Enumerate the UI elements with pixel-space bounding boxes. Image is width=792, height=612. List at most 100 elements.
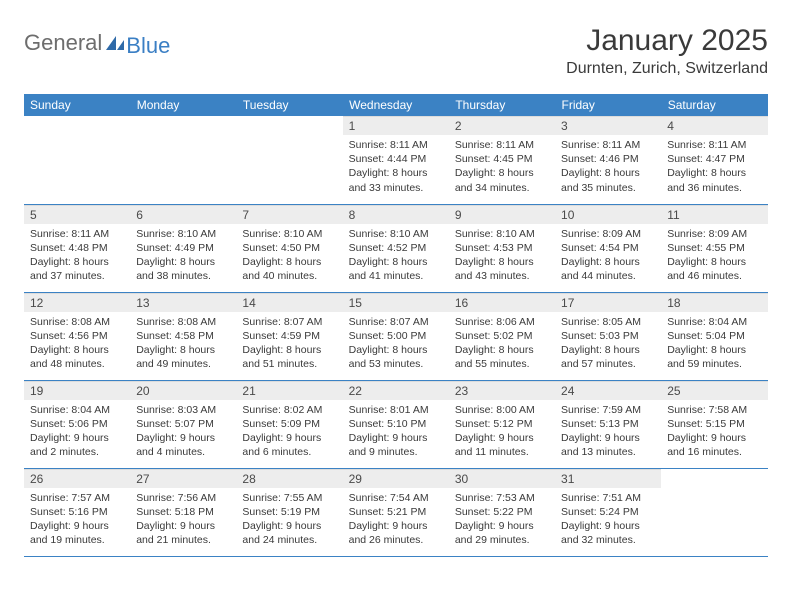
calendar-day-cell: 9Sunrise: 8:10 AMSunset: 4:53 PMDaylight… <box>449 204 555 292</box>
weekday-header: Wednesday <box>343 94 449 116</box>
sunrise-line: Sunrise: 7:57 AM <box>30 491 124 505</box>
daylight-line: Daylight: 8 hours and 53 minutes. <box>349 343 443 371</box>
daylight-line: Daylight: 8 hours and 43 minutes. <box>455 255 549 283</box>
day-number: 11 <box>661 205 767 224</box>
day-details: Sunrise: 8:11 AMSunset: 4:45 PMDaylight:… <box>449 135 555 195</box>
sunset-line: Sunset: 5:18 PM <box>136 505 230 519</box>
weekday-header: Monday <box>130 94 236 116</box>
sunrise-line: Sunrise: 7:54 AM <box>349 491 443 505</box>
day-number: 12 <box>24 293 130 312</box>
daylight-line: Daylight: 8 hours and 38 minutes. <box>136 255 230 283</box>
daylight-line: Daylight: 9 hours and 2 minutes. <box>30 431 124 459</box>
day-details: Sunrise: 7:59 AMSunset: 5:13 PMDaylight:… <box>555 400 661 460</box>
sunset-line: Sunset: 5:07 PM <box>136 417 230 431</box>
calendar-week-row: 19Sunrise: 8:04 AMSunset: 5:06 PMDayligh… <box>24 380 768 468</box>
daylight-line: Daylight: 9 hours and 13 minutes. <box>561 431 655 459</box>
day-details: Sunrise: 8:09 AMSunset: 4:54 PMDaylight:… <box>555 224 661 284</box>
day-details: Sunrise: 7:58 AMSunset: 5:15 PMDaylight:… <box>661 400 767 460</box>
day-number: 29 <box>343 469 449 488</box>
sunset-line: Sunset: 4:59 PM <box>242 329 336 343</box>
day-number: 24 <box>555 381 661 400</box>
location-subtitle: Durnten, Zurich, Switzerland <box>566 60 768 78</box>
page-title: January 2025 <box>566 24 768 58</box>
sunrise-line: Sunrise: 8:07 AM <box>242 315 336 329</box>
sunrise-line: Sunrise: 7:59 AM <box>561 403 655 417</box>
calendar-day-cell: 24Sunrise: 7:59 AMSunset: 5:13 PMDayligh… <box>555 380 661 468</box>
day-details: Sunrise: 7:53 AMSunset: 5:22 PMDaylight:… <box>449 488 555 548</box>
day-number: 25 <box>661 381 767 400</box>
sunrise-line: Sunrise: 7:55 AM <box>242 491 336 505</box>
calendar-day-cell: 20Sunrise: 8:03 AMSunset: 5:07 PMDayligh… <box>130 380 236 468</box>
day-number: 2 <box>449 116 555 135</box>
sunrise-line: Sunrise: 8:00 AM <box>455 403 549 417</box>
calendar-body: ...1Sunrise: 8:11 AMSunset: 4:44 PMDayli… <box>24 116 768 556</box>
calendar-day-cell: 7Sunrise: 8:10 AMSunset: 4:50 PMDaylight… <box>236 204 342 292</box>
day-number: 9 <box>449 205 555 224</box>
sunrise-line: Sunrise: 8:07 AM <box>349 315 443 329</box>
day-details: Sunrise: 8:10 AMSunset: 4:53 PMDaylight:… <box>449 224 555 284</box>
day-details: Sunrise: 8:08 AMSunset: 4:56 PMDaylight:… <box>24 312 130 372</box>
day-number: 14 <box>236 293 342 312</box>
day-details: Sunrise: 8:08 AMSunset: 4:58 PMDaylight:… <box>130 312 236 372</box>
day-number: 28 <box>236 469 342 488</box>
calendar-day-cell: 11Sunrise: 8:09 AMSunset: 4:55 PMDayligh… <box>661 204 767 292</box>
day-details: Sunrise: 8:10 AMSunset: 4:52 PMDaylight:… <box>343 224 449 284</box>
day-details: Sunrise: 8:07 AMSunset: 5:00 PMDaylight:… <box>343 312 449 372</box>
calendar-day-cell: 29Sunrise: 7:54 AMSunset: 5:21 PMDayligh… <box>343 468 449 556</box>
day-details: Sunrise: 8:03 AMSunset: 5:07 PMDaylight:… <box>130 400 236 460</box>
daylight-line: Daylight: 9 hours and 32 minutes. <box>561 519 655 547</box>
day-number: 22 <box>343 381 449 400</box>
daylight-line: Daylight: 9 hours and 11 minutes. <box>455 431 549 459</box>
day-details: Sunrise: 7:54 AMSunset: 5:21 PMDaylight:… <box>343 488 449 548</box>
sunset-line: Sunset: 4:52 PM <box>349 241 443 255</box>
sunset-line: Sunset: 4:47 PM <box>667 152 761 166</box>
sunrise-line: Sunrise: 8:03 AM <box>136 403 230 417</box>
sunrise-line: Sunrise: 8:04 AM <box>667 315 761 329</box>
weekday-header: Tuesday <box>236 94 342 116</box>
sunset-line: Sunset: 4:49 PM <box>136 241 230 255</box>
sunset-line: Sunset: 5:03 PM <box>561 329 655 343</box>
calendar-table: SundayMondayTuesdayWednesdayThursdayFrid… <box>24 94 768 557</box>
sunset-line: Sunset: 5:22 PM <box>455 505 549 519</box>
sunrise-line: Sunrise: 8:11 AM <box>561 138 655 152</box>
sunrise-line: Sunrise: 8:04 AM <box>30 403 124 417</box>
day-number: 6 <box>130 205 236 224</box>
day-number: 23 <box>449 381 555 400</box>
sunset-line: Sunset: 5:02 PM <box>455 329 549 343</box>
day-details: Sunrise: 8:11 AMSunset: 4:47 PMDaylight:… <box>661 135 767 195</box>
day-number: 16 <box>449 293 555 312</box>
sunset-line: Sunset: 4:48 PM <box>30 241 124 255</box>
calendar-day-cell: 22Sunrise: 8:01 AMSunset: 5:10 PMDayligh… <box>343 380 449 468</box>
daylight-line: Daylight: 9 hours and 6 minutes. <box>242 431 336 459</box>
sunset-line: Sunset: 5:09 PM <box>242 417 336 431</box>
sunset-line: Sunset: 5:16 PM <box>30 505 124 519</box>
sunset-line: Sunset: 4:46 PM <box>561 152 655 166</box>
sunrise-line: Sunrise: 7:53 AM <box>455 491 549 505</box>
daylight-line: Daylight: 8 hours and 51 minutes. <box>242 343 336 371</box>
header: General Blue January 2025 Durnten, Zuric… <box>24 24 768 78</box>
day-details: Sunrise: 7:57 AMSunset: 5:16 PMDaylight:… <box>24 488 130 548</box>
calendar-day-cell: . <box>130 116 236 204</box>
day-details: Sunrise: 8:04 AMSunset: 5:06 PMDaylight:… <box>24 400 130 460</box>
daylight-line: Daylight: 8 hours and 36 minutes. <box>667 166 761 194</box>
daylight-line: Daylight: 9 hours and 21 minutes. <box>136 519 230 547</box>
daylight-line: Daylight: 9 hours and 29 minutes. <box>455 519 549 547</box>
daylight-line: Daylight: 9 hours and 16 minutes. <box>667 431 761 459</box>
day-details: Sunrise: 8:04 AMSunset: 5:04 PMDaylight:… <box>661 312 767 372</box>
day-details: Sunrise: 8:00 AMSunset: 5:12 PMDaylight:… <box>449 400 555 460</box>
calendar-day-cell: 28Sunrise: 7:55 AMSunset: 5:19 PMDayligh… <box>236 468 342 556</box>
day-details: Sunrise: 7:56 AMSunset: 5:18 PMDaylight:… <box>130 488 236 548</box>
sunset-line: Sunset: 5:21 PM <box>349 505 443 519</box>
day-number: 20 <box>130 381 236 400</box>
sunset-line: Sunset: 5:13 PM <box>561 417 655 431</box>
sunrise-line: Sunrise: 8:05 AM <box>561 315 655 329</box>
sunset-line: Sunset: 5:15 PM <box>667 417 761 431</box>
calendar-day-cell: . <box>661 468 767 556</box>
weekday-header: Saturday <box>661 94 767 116</box>
day-details: Sunrise: 8:11 AMSunset: 4:44 PMDaylight:… <box>343 135 449 195</box>
calendar-week-row: ...1Sunrise: 8:11 AMSunset: 4:44 PMDayli… <box>24 116 768 204</box>
daylight-line: Daylight: 8 hours and 57 minutes. <box>561 343 655 371</box>
day-number: 21 <box>236 381 342 400</box>
day-number: 27 <box>130 469 236 488</box>
calendar-day-cell: 18Sunrise: 8:04 AMSunset: 5:04 PMDayligh… <box>661 292 767 380</box>
